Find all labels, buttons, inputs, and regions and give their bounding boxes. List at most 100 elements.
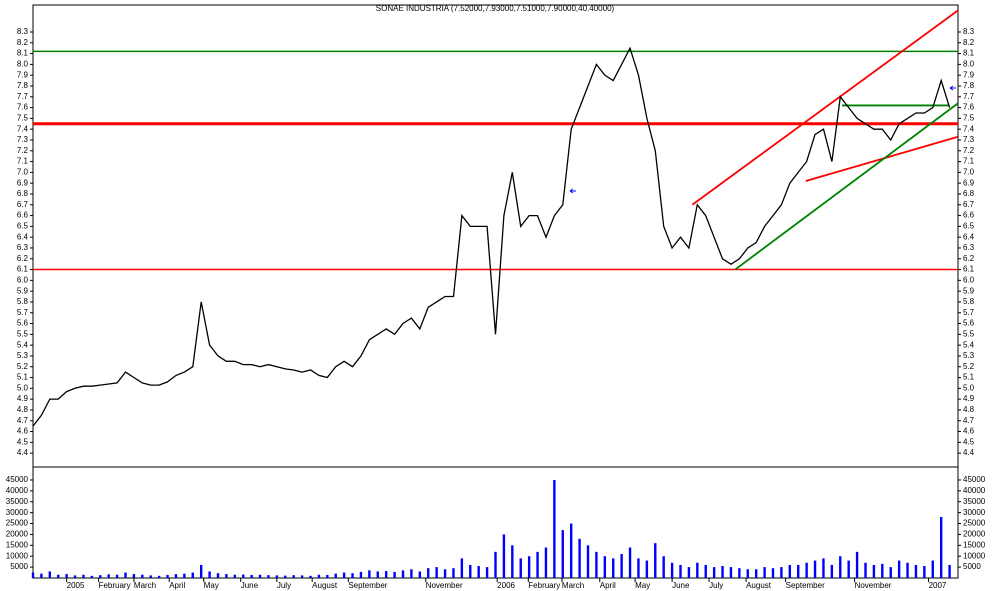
volume-bar (511, 545, 514, 578)
x-tick-label: May (204, 581, 219, 590)
x-tick-label: June (241, 581, 259, 590)
volume-bar (99, 575, 102, 578)
y-tick-label: 4.6 (963, 427, 975, 436)
y-tick-label: 4.5 (963, 437, 975, 446)
volume-bar (561, 530, 564, 578)
volume-bar (216, 573, 220, 578)
y-tick-label: 6.3 (963, 243, 975, 252)
y-tick-label: 30000 (6, 508, 29, 517)
y-tick-label: 20000 (963, 530, 986, 539)
volume-bar (435, 567, 438, 578)
volume-bar (670, 562, 674, 578)
volume-bar (174, 574, 178, 578)
y-tick-label: 5.7 (17, 308, 29, 317)
volume-bar (654, 543, 657, 578)
volume-bar (48, 571, 52, 578)
y-tick-label: 25000 (963, 519, 986, 528)
volume-bar (132, 574, 136, 578)
y-tick-label: 6.2 (963, 254, 975, 263)
y-tick-label: 7.4 (963, 124, 975, 133)
volume-bar (595, 551, 598, 578)
x-tick-label: 2005 (67, 581, 85, 590)
volume-bar (603, 556, 607, 578)
volume-bar (124, 572, 127, 578)
y-tick-label: 6.2 (17, 254, 29, 263)
y-tick-label: 4.7 (963, 416, 975, 425)
y-tick-label: 7.3 (963, 135, 975, 144)
volume-bar (401, 570, 405, 578)
volume-bar (485, 567, 489, 578)
volume-bar (141, 574, 144, 578)
y-tick-label: 4.6 (17, 427, 29, 436)
y-tick-label: 15000 (963, 540, 986, 549)
y-tick-label: 45000 (963, 475, 986, 484)
y-tick-label: 6.3 (17, 243, 29, 252)
y-tick-label: 4.9 (963, 394, 975, 403)
volume-bar (317, 574, 321, 578)
volume-bar (31, 572, 35, 578)
x-tick-label: 2006 (497, 581, 515, 590)
x-tick-label: November (855, 581, 892, 590)
y-tick-label: 6.8 (963, 189, 975, 198)
volume-bar (763, 567, 766, 578)
volume-bar (494, 551, 497, 578)
x-tick-label: February (99, 581, 131, 590)
y-tick-label: 7.7 (17, 92, 29, 101)
volume-bar (721, 566, 724, 578)
volume-bar (864, 562, 867, 578)
arrow-marker (569, 188, 576, 194)
volume-bar (115, 574, 119, 578)
y-tick-label: 4.8 (17, 405, 29, 414)
volume-bar (351, 573, 354, 578)
volume-bar (73, 575, 77, 578)
y-tick-label: 6.6 (17, 211, 29, 220)
y-tick-label: 20000 (6, 530, 29, 539)
volume-bar (477, 566, 480, 578)
y-tick-label: 4.4 (17, 448, 29, 457)
volume-bar (948, 564, 951, 578)
y-tick-label: 4.9 (17, 394, 29, 403)
x-tick-label: September (348, 581, 387, 590)
volume-bar (309, 575, 312, 578)
volume-bar (258, 574, 262, 578)
y-tick-label: 5.9 (963, 286, 975, 295)
volume-bar (637, 558, 640, 578)
y-tick-label: 5.2 (963, 362, 975, 371)
volume-bar (368, 570, 371, 578)
volume-bar (418, 571, 422, 578)
volume-bar (881, 563, 884, 578)
y-tick-label: 8.0 (963, 59, 975, 68)
y-tick-label: 7.1 (963, 157, 975, 166)
volume-bar (233, 574, 237, 578)
volume-bar (393, 571, 396, 578)
volume-bar (300, 575, 304, 578)
y-tick-label: 7.2 (17, 146, 29, 155)
volume-bar (628, 547, 632, 578)
y-tick-label: 4.7 (17, 416, 29, 425)
volume-bar (855, 551, 859, 578)
plot-frame (32, 4, 959, 579)
y-tick-label: 15000 (6, 540, 29, 549)
x-tick-label: April (600, 581, 616, 590)
y-tick-label: 5.9 (17, 286, 29, 295)
volume-bar (553, 479, 556, 578)
volume-bar (384, 571, 388, 578)
volume-bar (90, 575, 94, 578)
y-tick-label: 5.8 (963, 297, 975, 306)
volume-bar (931, 560, 934, 578)
volume-bar (443, 569, 447, 578)
volume-bar (427, 568, 430, 578)
arrow-marker (949, 85, 956, 91)
x-tick-label: November (426, 581, 463, 590)
volume-bar (830, 564, 834, 578)
y-tick-label: 5000 (10, 562, 28, 571)
y-tick-label: 10000 (6, 551, 29, 560)
y-tick-label: 6.7 (17, 200, 29, 209)
y-tick-label: 6.8 (17, 189, 29, 198)
x-tick-label: March (134, 581, 156, 590)
y-tick-label: 7.2 (963, 146, 975, 155)
y-tick-label: 5.5 (963, 329, 975, 338)
y-tick-label: 5.0 (963, 383, 975, 392)
volume-bar (687, 567, 691, 578)
y-tick-label: 7.4 (17, 124, 29, 133)
